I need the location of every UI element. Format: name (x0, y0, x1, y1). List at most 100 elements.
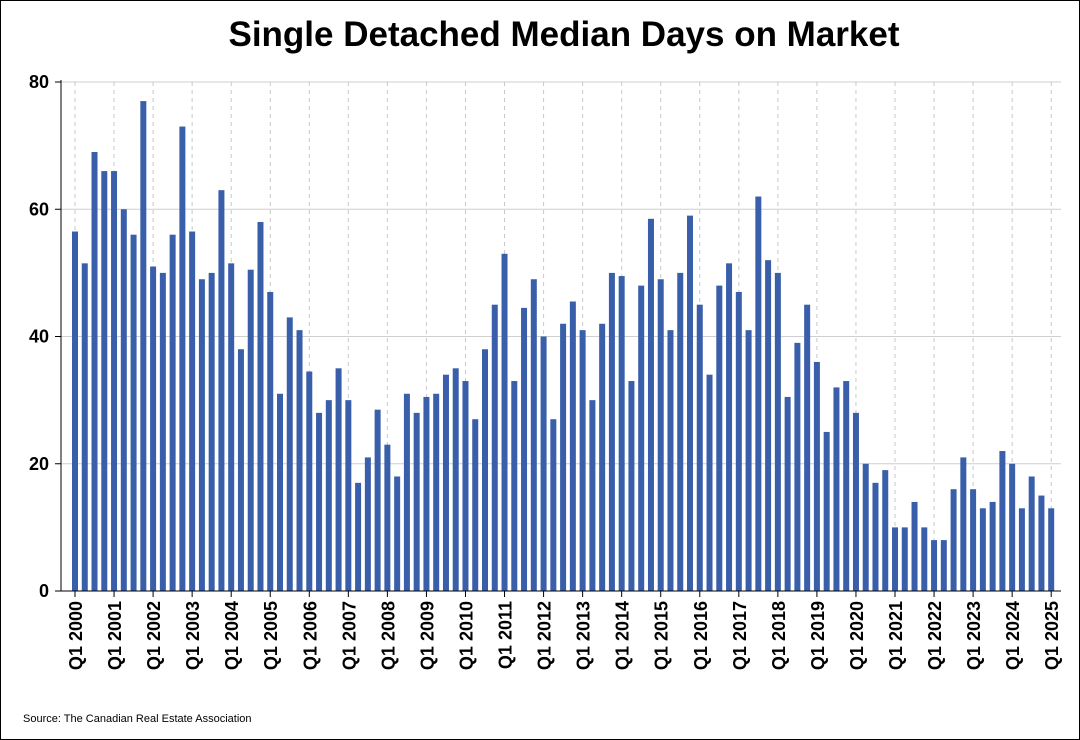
bar (228, 263, 235, 591)
bar (345, 400, 352, 592)
x-tick-label: Q1 2008 (378, 601, 398, 670)
bar (150, 266, 157, 591)
chart-title: Single Detached Median Days on Market (228, 15, 900, 54)
bar (999, 451, 1006, 591)
x-tick-label: Q1 2010 (456, 601, 476, 670)
bar (950, 489, 957, 591)
bar (208, 272, 215, 592)
bar (657, 279, 664, 591)
bar (677, 272, 684, 592)
x-tick-label: Q1 2013 (574, 601, 594, 670)
x-tick-label: Q1 2021 (886, 601, 906, 670)
bar (813, 361, 820, 591)
bar (189, 231, 196, 591)
bar (599, 323, 606, 591)
bar (237, 349, 244, 591)
bar (667, 330, 674, 591)
bar (501, 253, 508, 592)
bar (140, 101, 147, 591)
bar (852, 412, 859, 591)
x-tick-label: Q1 2012 (535, 601, 555, 670)
x-tick-label: Q1 2022 (925, 601, 945, 670)
axis-layer: 0 20 40 60 80 Q1 2000 Q1 2001 Q1 2002 Q1 2003 Q1 … (29, 72, 1062, 670)
x-tick-label: Q1 2023 (964, 601, 984, 670)
bar (569, 301, 576, 591)
bar (550, 419, 557, 591)
y-tick-label: 80 (29, 72, 49, 92)
bar (179, 126, 186, 591)
bar (277, 393, 283, 591)
bar (540, 336, 547, 591)
bar (384, 444, 391, 591)
bar (843, 381, 850, 591)
x-tick-label: Q1 2019 (808, 601, 828, 670)
bar (960, 457, 967, 591)
bar (91, 151, 98, 592)
bar (735, 291, 742, 591)
bar (1048, 508, 1055, 591)
bar (872, 482, 879, 591)
bar (403, 393, 410, 591)
bar (1009, 463, 1016, 591)
bar (296, 330, 303, 591)
bar (442, 374, 449, 591)
bar (608, 272, 615, 592)
bar (638, 285, 645, 591)
bar (687, 215, 694, 592)
x-tick-label: Q1 2004 (222, 601, 242, 670)
x-tick-label: Q1 2020 (847, 601, 867, 670)
x-tick-label: Q1 2016 (691, 601, 711, 670)
bar (901, 527, 908, 592)
bar (716, 285, 723, 591)
bar (316, 412, 323, 591)
bar (979, 508, 986, 591)
bar (306, 371, 313, 591)
bar (521, 307, 528, 591)
bar (882, 470, 889, 591)
bar (257, 221, 264, 592)
bar (970, 489, 977, 591)
x-tick-label: Q1 2006 (300, 601, 320, 670)
bar (804, 304, 811, 591)
bar (755, 196, 762, 591)
bar (482, 349, 488, 591)
y-tick-label: 0 (39, 581, 49, 601)
bar (218, 190, 225, 591)
x-tick-label: Q1 2001 (105, 601, 125, 670)
bar (911, 501, 918, 591)
bar (921, 527, 928, 592)
x-tick-label: Q1 2024 (1003, 601, 1023, 670)
bar (1028, 476, 1035, 591)
bar (560, 323, 567, 591)
bar (130, 234, 137, 591)
x-tick-label: Q1 2018 (769, 601, 789, 670)
x-tick-label: Q1 2014 (613, 601, 633, 670)
bar (120, 209, 127, 591)
bar (433, 393, 440, 591)
bar (491, 304, 498, 591)
bar (706, 374, 713, 591)
bar (72, 231, 78, 591)
bar (101, 171, 108, 591)
bar (530, 279, 537, 591)
bar (765, 260, 772, 591)
y-tick-label: 20 (29, 454, 49, 474)
bar (267, 291, 274, 591)
x-tick-label: Q1 2005 (261, 601, 281, 670)
bar (862, 463, 869, 591)
bar (452, 368, 459, 591)
y-tick-label: 40 (29, 327, 49, 347)
bar (940, 540, 947, 591)
bar (335, 368, 342, 591)
x-tick-label: Q1 2000 (66, 601, 86, 670)
bar (774, 272, 781, 592)
bar (589, 400, 596, 592)
bar (374, 409, 381, 591)
bar (1038, 495, 1045, 591)
bar (325, 400, 332, 592)
bar (726, 263, 733, 591)
bar (745, 330, 752, 591)
bar (355, 482, 362, 591)
